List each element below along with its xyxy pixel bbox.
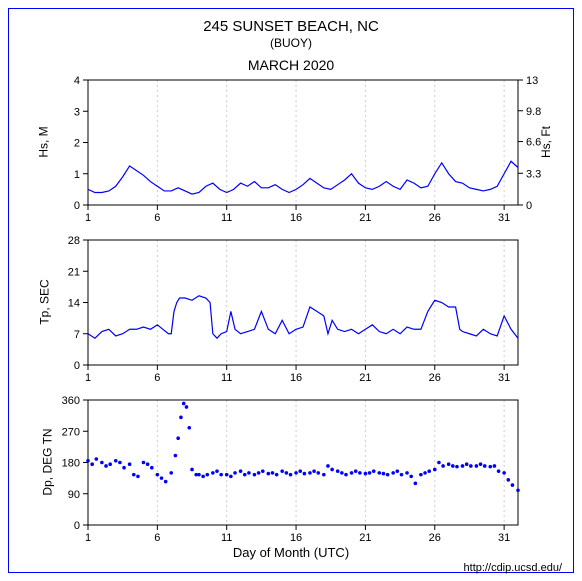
svg-text:4: 4 xyxy=(74,75,80,87)
svg-text:14: 14 xyxy=(68,298,80,310)
svg-text:28: 28 xyxy=(68,235,80,247)
footer-url: http://cdip.ucsd.edu/ xyxy=(464,562,562,574)
svg-text:16: 16 xyxy=(290,372,302,384)
dp-chart: 090180270360161116212631 xyxy=(88,400,518,525)
month-label: MARCH 2020 xyxy=(0,57,582,73)
svg-text:180: 180 xyxy=(62,458,80,470)
svg-text:31: 31 xyxy=(498,532,510,544)
x-axis-label: Day of Month (UTC) xyxy=(0,545,582,560)
svg-text:0: 0 xyxy=(74,520,80,532)
svg-text:11: 11 xyxy=(221,212,232,224)
svg-text:3: 3 xyxy=(74,106,80,118)
svg-text:31: 31 xyxy=(498,372,510,384)
svg-text:26: 26 xyxy=(429,532,441,544)
svg-text:6: 6 xyxy=(154,212,160,224)
svg-text:1: 1 xyxy=(85,372,91,384)
svg-text:0: 0 xyxy=(526,200,532,212)
svg-text:6.6: 6.6 xyxy=(526,137,541,149)
hs-chart: 0123403.36.69.813161116212631 xyxy=(88,80,518,205)
svg-text:270: 270 xyxy=(62,426,80,438)
svg-text:11: 11 xyxy=(221,372,232,384)
svg-text:9.8: 9.8 xyxy=(526,106,541,118)
svg-text:21: 21 xyxy=(68,266,80,278)
svg-text:90: 90 xyxy=(68,489,80,501)
dp-ylabel: Dp, DEG TN xyxy=(41,428,55,495)
chart-frame: 245 SUNSET BEACH, NC (BUOY) MARCH 2020 H… xyxy=(0,0,582,581)
svg-text:16: 16 xyxy=(290,212,302,224)
svg-text:0: 0 xyxy=(74,200,80,212)
svg-text:21: 21 xyxy=(359,532,371,544)
svg-text:13: 13 xyxy=(526,75,538,87)
svg-text:1: 1 xyxy=(85,532,91,544)
svg-text:6: 6 xyxy=(154,372,160,384)
svg-text:21: 21 xyxy=(359,372,371,384)
svg-text:26: 26 xyxy=(429,212,441,224)
svg-text:7: 7 xyxy=(74,329,80,341)
tp-ylabel: Tp, SEC xyxy=(38,279,52,324)
svg-text:3.3: 3.3 xyxy=(526,168,541,180)
svg-text:0: 0 xyxy=(74,360,80,372)
svg-text:21: 21 xyxy=(359,212,371,224)
svg-text:16: 16 xyxy=(290,532,302,544)
svg-text:11: 11 xyxy=(221,532,232,544)
svg-text:26: 26 xyxy=(429,372,441,384)
station-subtitle: (BUOY) xyxy=(0,36,582,50)
svg-text:31: 31 xyxy=(498,212,510,224)
svg-text:1: 1 xyxy=(74,169,80,181)
svg-text:6: 6 xyxy=(154,532,160,544)
station-title: 245 SUNSET BEACH, NC xyxy=(0,18,582,35)
svg-text:360: 360 xyxy=(62,395,80,407)
tp-chart: 07142128161116212631 xyxy=(88,240,518,365)
svg-text:1: 1 xyxy=(85,212,91,224)
hs-ylabel: Hs, M xyxy=(37,126,51,157)
svg-text:2: 2 xyxy=(74,138,80,150)
